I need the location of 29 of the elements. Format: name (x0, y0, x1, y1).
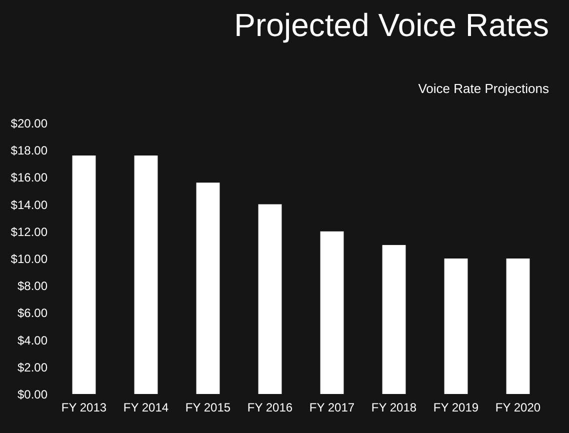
x-tick-label: FY 2020 (495, 400, 541, 414)
bar (382, 244, 406, 394)
chart-title: Projected Voice Rates (234, 7, 549, 43)
x-tick-label: FY 2014 (123, 400, 169, 414)
y-tick-label: $20.00 (10, 116, 48, 130)
y-tick-label: $2.00 (17, 360, 48, 374)
y-tick-label: $18.00 (10, 144, 48, 158)
x-tick-label: FY 2019 (433, 400, 479, 414)
y-tick-label: $10.00 (10, 252, 48, 266)
bar (134, 156, 158, 394)
bar (258, 204, 282, 394)
y-tick-label: $8.00 (17, 279, 48, 294)
y-tick-label: $16.00 (10, 170, 48, 185)
x-tick-label: FY 2018 (371, 400, 417, 414)
x-tick-label: FY 2015 (185, 400, 231, 414)
y-tick-label: $0.00 (17, 388, 48, 402)
y-tick-label: $6.00 (17, 306, 48, 320)
bar (444, 258, 468, 394)
x-tick-label: FY 2017 (309, 400, 355, 414)
bar (72, 156, 96, 394)
y-tick-label: $4.00 (17, 333, 48, 348)
chart-subtitle: Voice Rate Projections (418, 81, 550, 96)
x-tick-label: FY 2013 (61, 400, 107, 414)
bar (196, 182, 220, 394)
y-tick-label: $12.00 (10, 224, 48, 239)
x-tick-label: FY 2016 (247, 400, 293, 414)
bar (320, 231, 344, 394)
bar (506, 258, 530, 394)
y-tick-label: $14.00 (10, 198, 48, 212)
